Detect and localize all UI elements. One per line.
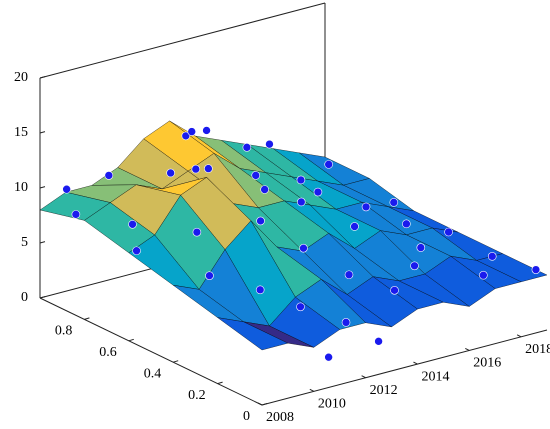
data-point (256, 216, 265, 226)
data-point (531, 265, 541, 274)
data-point (341, 318, 351, 327)
data-point (62, 184, 71, 194)
y-tick-label: 0 (243, 409, 250, 424)
z-tick-label: 15 (14, 125, 28, 140)
x-tick (413, 361, 418, 365)
data-point (296, 197, 306, 207)
x-tick (309, 388, 315, 392)
data-point (205, 271, 214, 280)
data-point (361, 202, 371, 212)
y-tick-label: 0.8 (55, 324, 73, 339)
data-point (187, 127, 197, 136)
y-tick (173, 360, 179, 363)
data-point (487, 252, 497, 261)
z-tick (39, 241, 46, 244)
data-point (479, 270, 488, 280)
y-tick (217, 381, 223, 385)
z-tick (39, 76, 46, 79)
y-tick-label: 0.2 (188, 388, 206, 403)
data-point (389, 198, 399, 207)
box-edge (39, 2, 326, 79)
data-point (191, 164, 201, 174)
z-tick-label: 0 (21, 290, 28, 305)
x-tick-label: 2012 (370, 383, 398, 398)
data-point (204, 164, 213, 173)
y-axis (39, 297, 263, 406)
data-point (104, 171, 114, 180)
x-tick (257, 402, 263, 406)
data-point (192, 227, 202, 237)
z-tick (39, 296, 46, 299)
z-tick (39, 186, 46, 189)
x-tick-label: 2018 (525, 342, 550, 357)
z-tick-label: 5 (21, 235, 28, 250)
y-tick-label: 0.6 (99, 345, 117, 360)
x-tick (361, 375, 366, 379)
z-tick-label: 20 (14, 70, 28, 85)
x-tick (465, 348, 470, 351)
z-tick (39, 131, 46, 134)
x-tick-label: 2008 (266, 410, 294, 425)
data-point (416, 243, 426, 252)
data-point (260, 185, 269, 194)
z-tick-label: 10 (14, 180, 28, 195)
data-point (296, 175, 306, 185)
surface (39, 120, 548, 351)
data-point (313, 187, 323, 197)
data-point (166, 168, 175, 178)
data-point (324, 160, 333, 169)
data-point (251, 171, 261, 180)
data-point (255, 285, 265, 295)
data-point (202, 126, 211, 135)
data-point (128, 219, 137, 229)
y-tick-label: 0.4 (144, 366, 162, 381)
data-point (299, 243, 308, 253)
data-point (390, 286, 399, 295)
data-point (296, 302, 305, 312)
data-point (181, 131, 191, 141)
x-tick-label: 2010 (318, 397, 346, 412)
data-point (132, 246, 141, 256)
data-point (324, 352, 333, 362)
data-point (71, 210, 81, 219)
data-point (265, 139, 274, 149)
data-point (410, 261, 419, 271)
data-point (350, 222, 359, 231)
surface-patch (217, 317, 289, 351)
x-axis (261, 329, 548, 406)
data-point (242, 143, 252, 152)
data-point (444, 227, 453, 237)
x-tick-label: 2016 (473, 356, 501, 371)
y-tick (84, 317, 90, 320)
data-point (374, 337, 383, 346)
x-tick-label: 2014 (421, 369, 449, 384)
y-tick (128, 338, 134, 342)
data-point (402, 219, 411, 229)
data-point (344, 270, 354, 280)
y-tick (261, 403, 268, 406)
x-tick (516, 334, 522, 338)
